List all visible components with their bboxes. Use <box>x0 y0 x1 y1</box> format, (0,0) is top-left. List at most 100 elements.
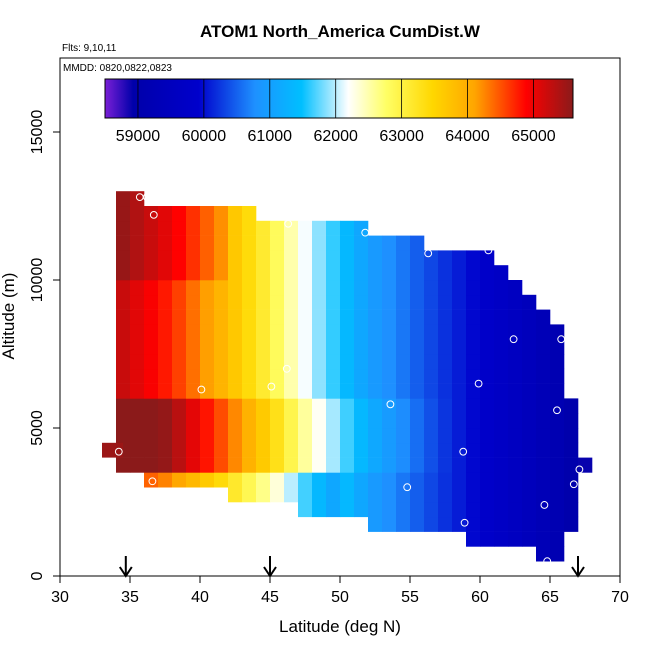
heatmap-cell <box>242 472 257 488</box>
heatmap-cell <box>494 487 509 503</box>
heatmap-cell <box>144 294 159 310</box>
heatmap-cell <box>452 383 467 399</box>
heatmap-cell <box>326 309 341 325</box>
heatmap-cell <box>312 324 327 340</box>
heatmap-cell <box>368 413 383 429</box>
heatmap-cell <box>382 413 397 429</box>
heatmap-cell <box>158 206 173 222</box>
heatmap-cell <box>480 309 495 325</box>
heatmap-cell <box>466 428 481 444</box>
heatmap-cell <box>200 220 215 236</box>
heatmap-cell <box>396 398 411 414</box>
heatmap-cell <box>116 368 131 384</box>
heatmap-cell <box>186 428 201 444</box>
sample-point <box>543 557 552 566</box>
x-tick-label: 40 <box>191 589 209 606</box>
heatmap-cell <box>256 442 271 458</box>
heatmap-cell <box>522 309 537 325</box>
heatmap-cell <box>382 487 397 503</box>
heatmap-cell <box>438 457 453 473</box>
heatmap-cell <box>242 398 257 414</box>
heatmap-cell <box>354 428 369 444</box>
heatmap-cell <box>438 487 453 503</box>
heatmap-cell <box>382 339 397 355</box>
heatmap-cell <box>354 368 369 384</box>
heatmap-cell <box>410 354 425 370</box>
heatmap-cell <box>256 220 271 236</box>
heatmap-cell <box>466 472 481 488</box>
heatmap-cell <box>508 280 523 296</box>
heatmap-cell <box>368 457 383 473</box>
heatmap-cell <box>354 472 369 488</box>
heatmap-cell <box>186 457 201 473</box>
heatmap-cell <box>200 383 215 399</box>
heatmap-cell <box>382 368 397 384</box>
heatmap-cell <box>536 472 551 488</box>
heatmap-cell <box>116 206 131 222</box>
heatmap-cell <box>480 487 495 503</box>
heatmap-cell <box>494 339 509 355</box>
heatmap-cell <box>186 220 201 236</box>
heatmap-cell <box>116 457 131 473</box>
x-tick-label: 60 <box>471 589 489 606</box>
heatmap-cell <box>158 442 173 458</box>
sample-point <box>509 335 518 344</box>
heatmap-cell <box>284 280 299 296</box>
heatmap-cell <box>312 339 327 355</box>
heatmap-cell <box>410 294 425 310</box>
heatmap-cell <box>326 413 341 429</box>
heatmap-cell <box>158 428 173 444</box>
heatmap-cell <box>424 472 439 488</box>
sample-point <box>267 382 276 391</box>
heatmap-cell <box>228 354 243 370</box>
heatmap-cell <box>172 354 187 370</box>
heatmap-cell <box>396 368 411 384</box>
x-tick-label: 65 <box>541 589 559 606</box>
heatmap-cell <box>270 383 285 399</box>
heatmap-cell <box>494 457 509 473</box>
heatmap-cell <box>424 339 439 355</box>
heatmap-cell <box>172 398 187 414</box>
heatmap-cell <box>466 354 481 370</box>
heatmap-cell <box>256 265 271 281</box>
sample-point <box>459 447 468 456</box>
heatmap-cell <box>298 472 313 488</box>
heatmap-cell <box>522 398 537 414</box>
sample-point <box>484 246 493 255</box>
heatmap-cell <box>424 368 439 384</box>
heatmap-cell <box>536 487 551 503</box>
dates-annotation: MMDD: 0820,0822,0823 <box>63 63 172 74</box>
heatmap-cell <box>452 265 467 281</box>
heatmap-cell <box>158 413 173 429</box>
heatmap-cell <box>172 235 187 251</box>
heatmap-cell <box>270 428 285 444</box>
heatmap-cell <box>172 206 187 222</box>
heatmap-cell <box>242 428 257 444</box>
heatmap-cell <box>550 383 565 399</box>
heatmap-cell <box>354 487 369 503</box>
heatmap-cell <box>452 442 467 458</box>
heatmap-cell <box>494 413 509 429</box>
heatmap-cell <box>410 235 425 251</box>
heatmap-cell <box>536 531 551 547</box>
heatmap-cell <box>466 413 481 429</box>
heatmap-cell <box>144 457 159 473</box>
heatmap-cell <box>410 457 425 473</box>
heatmap-cell <box>200 398 215 414</box>
heatmap-cell <box>256 383 271 399</box>
heatmap-cell <box>410 383 425 399</box>
heatmap-cell <box>480 472 495 488</box>
heatmap-cell <box>424 383 439 399</box>
heatmap-cell <box>368 250 383 266</box>
heatmap-cell <box>410 324 425 340</box>
heatmap-cell <box>522 472 537 488</box>
heatmap-cell <box>284 265 299 281</box>
heatmap-cell <box>466 324 481 340</box>
heatmap-cell <box>494 472 509 488</box>
heatmap-cell <box>452 487 467 503</box>
heatmap-cell <box>256 487 271 503</box>
heatmap-cell <box>312 235 327 251</box>
heatmap-cell <box>536 368 551 384</box>
heatmap-cell <box>270 324 285 340</box>
